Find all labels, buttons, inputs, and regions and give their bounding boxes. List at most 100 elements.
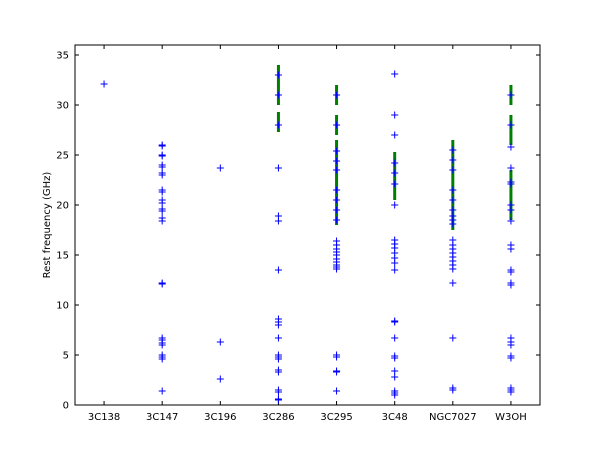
point <box>158 387 166 395</box>
point <box>333 186 341 194</box>
point <box>158 341 166 349</box>
point <box>216 338 224 346</box>
point <box>507 143 515 151</box>
point <box>507 268 515 276</box>
point <box>158 142 166 150</box>
point <box>507 91 515 99</box>
point <box>274 164 282 172</box>
point <box>391 367 399 375</box>
point <box>333 387 341 395</box>
point <box>391 334 399 342</box>
point <box>274 321 282 329</box>
point <box>391 70 399 78</box>
point <box>158 163 166 171</box>
point <box>391 180 399 188</box>
point <box>507 206 515 214</box>
point <box>449 265 457 273</box>
point <box>274 368 282 376</box>
point <box>507 164 515 172</box>
point <box>274 388 282 396</box>
point <box>274 355 282 363</box>
point <box>274 266 282 274</box>
point <box>274 334 282 342</box>
x-tick-label: 3C196 <box>204 412 236 423</box>
point <box>391 131 399 139</box>
x-tick-label: 3C138 <box>88 412 120 423</box>
y-tick-label: 0 <box>63 401 69 412</box>
point <box>333 353 341 361</box>
y-tick-label: 25 <box>56 151 69 162</box>
point <box>274 396 282 404</box>
y-tick-label: 15 <box>56 251 69 262</box>
x-tick-label: NGC7027 <box>429 412 477 423</box>
point <box>507 281 515 289</box>
point <box>507 217 515 225</box>
point <box>158 199 166 207</box>
point <box>507 388 515 396</box>
point <box>216 375 224 383</box>
point <box>449 166 457 174</box>
point <box>391 111 399 119</box>
point <box>391 373 399 381</box>
point <box>391 266 399 274</box>
point <box>449 156 457 164</box>
point <box>449 146 457 154</box>
point <box>216 164 224 172</box>
point <box>158 355 166 363</box>
point <box>449 334 457 342</box>
point <box>507 354 515 362</box>
point <box>333 91 341 99</box>
point <box>274 121 282 129</box>
y-tick-label: 5 <box>63 351 69 362</box>
point <box>333 206 341 214</box>
point <box>391 259 399 267</box>
x-tick-label: W3OH <box>495 412 527 423</box>
point <box>449 196 457 204</box>
point <box>449 279 457 287</box>
point <box>333 121 341 129</box>
point <box>333 265 341 273</box>
point <box>333 157 341 165</box>
plot-frame <box>74 44 541 406</box>
x-tick-label: 3C286 <box>262 412 294 423</box>
x-tick-label: 3C48 <box>382 412 408 423</box>
point <box>274 217 282 225</box>
point <box>333 147 341 155</box>
point <box>449 386 457 394</box>
point <box>391 354 399 362</box>
point <box>391 159 399 167</box>
point <box>158 207 166 215</box>
point <box>158 188 166 196</box>
x-tick-label: 3C147 <box>146 412 178 423</box>
point <box>333 368 341 376</box>
point <box>158 217 166 225</box>
point <box>391 169 399 177</box>
point <box>449 220 457 228</box>
point <box>391 391 399 399</box>
point <box>274 91 282 99</box>
y-tick-label: 30 <box>56 101 69 112</box>
point <box>507 180 515 188</box>
point <box>391 201 399 209</box>
point <box>333 166 341 174</box>
point <box>391 318 399 326</box>
y-tick-label: 10 <box>56 301 69 312</box>
point <box>333 196 341 204</box>
y-tick-label: 20 <box>56 201 69 212</box>
x-tick-label: 3C295 <box>320 412 352 423</box>
point <box>333 216 341 224</box>
y-tick-label: 35 <box>56 51 69 62</box>
point <box>449 206 457 214</box>
point <box>507 341 515 349</box>
point <box>158 280 166 288</box>
point <box>507 245 515 253</box>
point <box>158 152 166 160</box>
y-axis-label: Rest frequency (GHz) <box>42 172 53 279</box>
point <box>449 186 457 194</box>
point <box>100 80 108 88</box>
point <box>158 171 166 179</box>
point <box>274 71 282 79</box>
point <box>507 121 515 129</box>
